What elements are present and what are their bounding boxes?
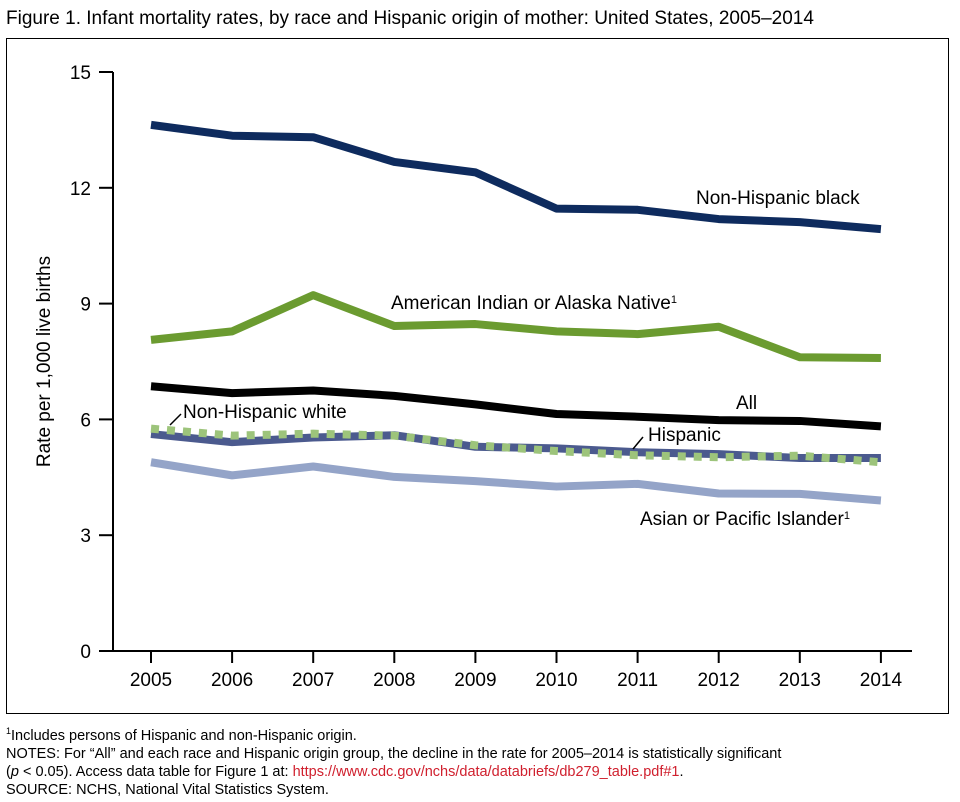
series-line-hispanic xyxy=(150,430,881,462)
notes-line-1: NOTES: For “All” and each race and Hispa… xyxy=(6,745,782,762)
p-symbol: p xyxy=(10,763,19,780)
x-tick-label: 2006 xyxy=(211,670,253,691)
series-label: American Indian or Alaska Native1 xyxy=(391,293,677,314)
y-tick-label: 9 xyxy=(80,295,91,316)
x-tick-label: 2013 xyxy=(779,670,821,691)
leader-line-non-hispanic-white xyxy=(169,413,182,426)
leader-line-hispanic xyxy=(632,436,644,450)
series-label: All xyxy=(736,393,757,414)
y-tick-label: 3 xyxy=(80,526,91,547)
source-line: SOURCE: NCHS, National Vital Statistics … xyxy=(6,781,329,798)
line-chart: 0 3 6 9 12 15 2005 2006 2007 2008 2009 2010 2011 2012… xyxy=(34,63,912,691)
series-line-all xyxy=(150,382,882,431)
chart-frame xyxy=(6,38,949,714)
x-tick-label: 2007 xyxy=(292,670,334,691)
series-line-non-hispanic-white xyxy=(150,424,882,467)
series-line-asian-or-pacific-islander xyxy=(150,458,882,505)
series-line-non-hispanic-black xyxy=(150,120,882,234)
footnote-marker: 1 xyxy=(6,726,12,736)
data-table-link[interactable]: https://www.cdc.gov/nchs/data/databriefs… xyxy=(292,763,680,780)
x-tick-label: 2005 xyxy=(130,670,172,691)
x-tick-label: 2009 xyxy=(454,670,496,691)
series-label: Hispanic xyxy=(648,425,721,446)
footer: 1Includes persons of Hispanic and non-Hi… xyxy=(6,722,781,799)
x-tick-label: 2010 xyxy=(535,670,577,691)
x-tick-label: 2012 xyxy=(698,670,740,691)
series-line-american-indian-or-alaska-native xyxy=(150,291,881,363)
x-tick-label: 2014 xyxy=(860,670,903,691)
x-tick-label: 2008 xyxy=(373,670,415,691)
x-tick-label: 2011 xyxy=(617,670,658,691)
y-tick-label: 6 xyxy=(80,410,91,431)
footnote-text: Includes persons of Hispanic and non-His… xyxy=(11,727,357,744)
figure-title: Figure 1. Infant mortality rates, by rac… xyxy=(6,8,814,29)
y-tick-label: 0 xyxy=(80,642,91,663)
y-tick-label: 15 xyxy=(70,63,91,84)
notes-line-2: (p < 0.05). Access data table for Figure… xyxy=(6,763,684,780)
series-label: Non-Hispanic white xyxy=(183,402,347,423)
series-label: Asian or Pacific Islander1 xyxy=(640,509,850,530)
y-axis-label: Rate per 1,000 live births xyxy=(34,256,55,467)
series-label: Non-Hispanic black xyxy=(696,188,860,209)
footnote: 1Includes persons of Hispanic and non-Hi… xyxy=(6,722,781,745)
y-tick-label: 12 xyxy=(70,179,91,200)
notes-text: < 0.05). Access data table for Figure 1 … xyxy=(18,763,293,780)
